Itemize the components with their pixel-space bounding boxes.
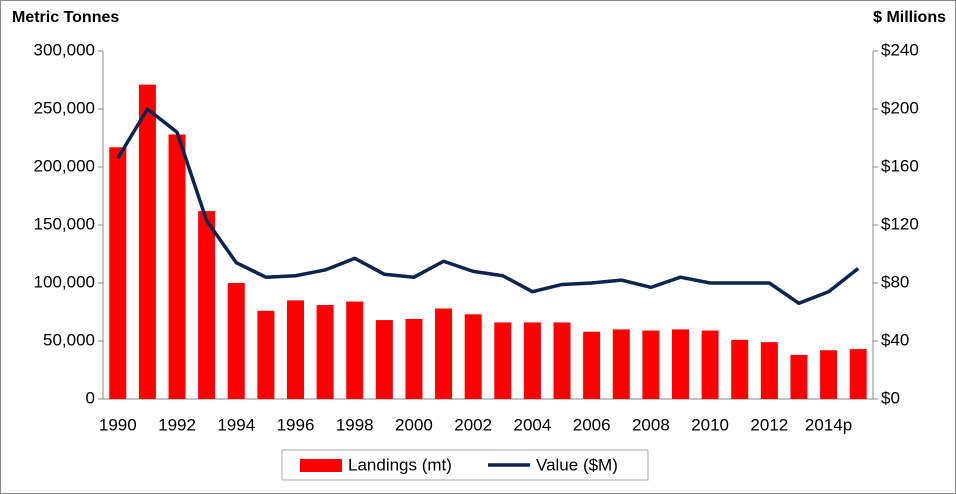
x-tick-label: 2006 — [573, 415, 611, 434]
x-tick-label: 2010 — [691, 415, 729, 434]
y-tick-label: 200,000 — [34, 156, 95, 175]
y2-tick-label: $40 — [881, 330, 909, 349]
x-tick-label: 2000 — [395, 415, 433, 434]
x-tick-label: 2012 — [750, 415, 788, 434]
bar — [464, 314, 482, 399]
y-axis-label: Metric Tonnes — [12, 9, 119, 26]
bar — [316, 305, 334, 399]
bar — [257, 310, 275, 399]
y-tick-label: 50,000 — [43, 330, 95, 349]
bar — [198, 211, 216, 399]
bar — [583, 331, 601, 399]
bar — [612, 329, 630, 399]
bar — [672, 329, 689, 399]
bar — [494, 322, 512, 399]
bar — [760, 342, 778, 399]
y2-axis-label: $ Millions — [873, 9, 946, 26]
x-tick-label: 1992 — [158, 415, 196, 434]
bar — [553, 322, 571, 399]
line — [116, 107, 860, 306]
bar — [375, 320, 393, 399]
x-tick-label: 2014p — [805, 415, 852, 434]
y2-tick-label: $160 — [881, 156, 919, 175]
legend-label: Landings (mt) — [348, 455, 452, 474]
y-tick-label: 0 — [86, 388, 95, 407]
bar — [790, 354, 808, 399]
y2-tick-label: $0 — [881, 388, 900, 407]
y2-tick-label: $240 — [881, 40, 919, 59]
y2-tick-label: $120 — [881, 214, 919, 233]
x-tick-label: 1998 — [336, 415, 374, 434]
x-tick-label: 2008 — [632, 415, 670, 434]
x-tick-label: 2002 — [454, 415, 492, 434]
x-tick-label: 1990 — [99, 415, 137, 434]
bar — [346, 301, 364, 399]
bar — [701, 330, 719, 399]
bar — [849, 349, 867, 399]
bar — [227, 283, 245, 399]
bar — [820, 350, 838, 399]
bar — [168, 134, 186, 399]
y2-tick-label: $200 — [881, 98, 919, 117]
y-tick-label: 250,000 — [34, 98, 95, 117]
legend-swatch — [300, 459, 342, 472]
bar — [642, 330, 660, 399]
bar — [435, 308, 453, 399]
x-tick-label: 2004 — [514, 415, 552, 434]
legend-box — [281, 449, 649, 481]
bar — [405, 318, 423, 399]
bar — [109, 147, 127, 399]
legend-label: Value ($M) — [536, 455, 618, 474]
bar — [287, 300, 304, 399]
bar — [523, 322, 541, 399]
y-tick-label: 300,000 — [34, 40, 95, 59]
x-tick-label: 1996 — [277, 415, 315, 434]
bar — [138, 84, 156, 399]
y-tick-label: 100,000 — [34, 272, 95, 291]
x-tick-label: 1994 — [217, 415, 255, 434]
bar — [731, 339, 749, 399]
y2-tick-label: $80 — [881, 272, 909, 291]
y-tick-label: 150,000 — [34, 214, 95, 233]
